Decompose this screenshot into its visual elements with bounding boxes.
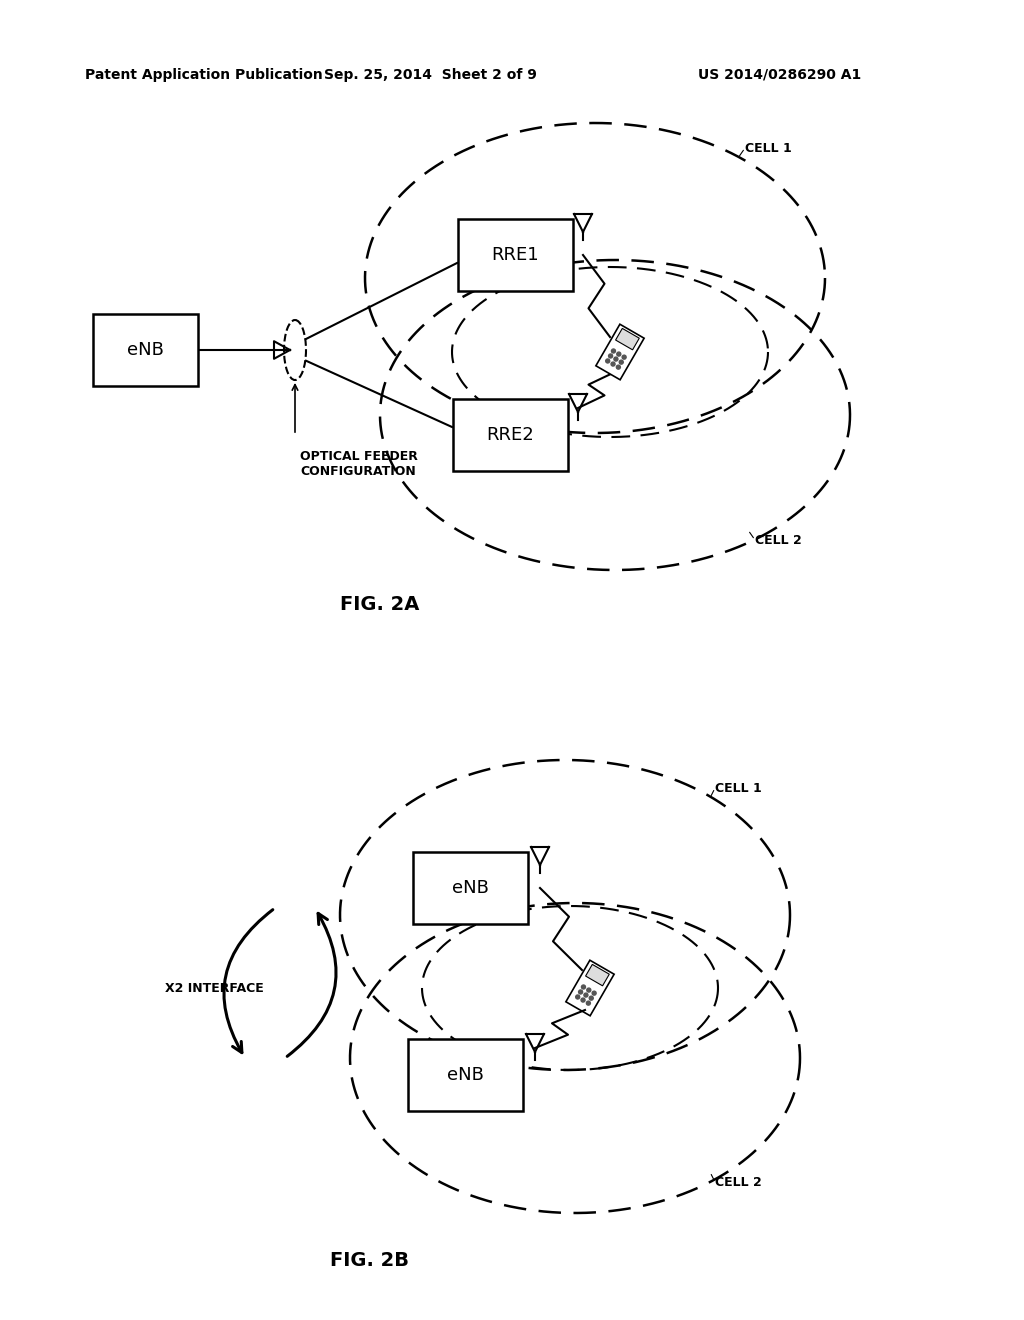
Text: eNB: eNB bbox=[446, 1067, 483, 1084]
Bar bbox=[413, 851, 527, 924]
Bar bbox=[615, 329, 639, 350]
Bar bbox=[566, 960, 614, 1016]
Ellipse shape bbox=[284, 319, 306, 380]
Text: X2 INTERFACE: X2 INTERFACE bbox=[165, 982, 264, 994]
Text: RRE1: RRE1 bbox=[492, 246, 539, 264]
Circle shape bbox=[614, 358, 617, 362]
Circle shape bbox=[616, 366, 621, 370]
Circle shape bbox=[579, 990, 583, 994]
Text: Sep. 25, 2014  Sheet 2 of 9: Sep. 25, 2014 Sheet 2 of 9 bbox=[324, 69, 537, 82]
Text: FIG. 2B: FIG. 2B bbox=[331, 1250, 410, 1270]
FancyArrowPatch shape bbox=[287, 913, 336, 1056]
Text: CELL 1: CELL 1 bbox=[715, 781, 762, 795]
Circle shape bbox=[608, 354, 612, 358]
Circle shape bbox=[582, 985, 586, 989]
Text: RRE2: RRE2 bbox=[486, 426, 534, 444]
Circle shape bbox=[616, 352, 621, 356]
Circle shape bbox=[611, 362, 615, 366]
Text: OPTICAL FEEDER
CONFIGURATION: OPTICAL FEEDER CONFIGURATION bbox=[300, 450, 418, 478]
Circle shape bbox=[606, 359, 609, 363]
Bar bbox=[596, 325, 644, 380]
FancyArrowPatch shape bbox=[224, 909, 272, 1052]
Circle shape bbox=[587, 1001, 591, 1005]
Bar bbox=[586, 965, 609, 986]
Circle shape bbox=[581, 998, 585, 1002]
Text: FIG. 2A: FIG. 2A bbox=[340, 595, 420, 615]
Circle shape bbox=[611, 348, 615, 352]
Text: CELL 2: CELL 2 bbox=[715, 1176, 762, 1188]
Circle shape bbox=[587, 989, 591, 993]
Text: eNB: eNB bbox=[127, 341, 164, 359]
Text: CELL 2: CELL 2 bbox=[755, 533, 802, 546]
Circle shape bbox=[620, 360, 624, 364]
Circle shape bbox=[575, 995, 580, 999]
Bar bbox=[408, 1039, 522, 1111]
Circle shape bbox=[623, 355, 626, 359]
Text: eNB: eNB bbox=[452, 879, 488, 898]
Text: US 2014/0286290 A1: US 2014/0286290 A1 bbox=[698, 69, 861, 82]
Circle shape bbox=[584, 993, 588, 997]
Bar bbox=[92, 314, 198, 385]
Bar bbox=[458, 219, 572, 290]
Circle shape bbox=[592, 991, 596, 995]
Text: CELL 1: CELL 1 bbox=[745, 141, 792, 154]
Bar bbox=[453, 399, 567, 471]
Circle shape bbox=[589, 997, 593, 1001]
Text: Patent Application Publication: Patent Application Publication bbox=[85, 69, 323, 82]
